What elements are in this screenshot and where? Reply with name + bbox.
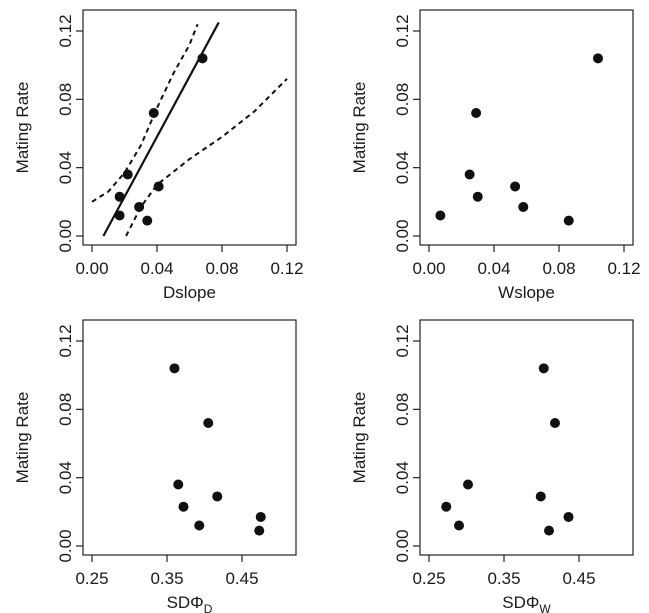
x-tick-label: 0.12 (270, 259, 303, 278)
data-point (463, 479, 473, 490)
y-tick-label: 0.04 (56, 461, 75, 494)
data-point (114, 210, 125, 221)
data-point (148, 108, 159, 118)
data-point (122, 169, 133, 180)
y-tick-label: 0.12 (56, 324, 75, 357)
data-point (197, 53, 208, 64)
x-axis-label-main: Wslope (498, 283, 555, 302)
x-axis-label-main: SDΦ (167, 593, 204, 612)
data-point (435, 210, 446, 221)
data-point (194, 520, 205, 531)
y-tick-label: 0.04 (56, 151, 75, 184)
x-axis-label: SDΦD (167, 593, 213, 613)
x-tick-label: 0.35 (150, 569, 183, 588)
data-point (153, 181, 164, 192)
x-axis-label-main: SDΦ (502, 593, 539, 612)
y-tick-label: 0.12 (56, 14, 75, 47)
fit-group (91, 21, 288, 237)
x-tick-label: 0.25 (75, 569, 108, 588)
y-tick-label: 0.00 (56, 529, 75, 562)
confidence-band-upper (91, 23, 199, 203)
x-axis-label-subscript: W (539, 602, 551, 613)
data-point (535, 491, 546, 502)
data-point (518, 201, 529, 212)
data-point (142, 215, 153, 226)
x-axis-label: Wslope (498, 283, 555, 302)
y-tick-label: 0.04 (393, 151, 412, 184)
data-point (471, 108, 482, 118)
data-point (203, 418, 214, 428)
panel-4: 0.00 0.04 0.08 0.12 0.25 0.35 0.45 Mating Rate S… (350, 319, 634, 613)
data-point (464, 169, 475, 180)
x-tick-label: 0.25 (412, 569, 445, 588)
x-tick-label: 0.45 (562, 569, 595, 588)
panel-3: 0.00 0.04 0.08 0.12 0.25 0.35 0.45 Mating Rate S… (13, 319, 297, 613)
panel-1: 0.00 0.04 0.08 0.12 0.00 0.04 0.08 0.12 Mating R… (13, 9, 304, 302)
y-tick-label: 0.08 (56, 83, 75, 116)
data-point (212, 491, 223, 502)
data-point (538, 363, 549, 374)
data-point (544, 525, 554, 536)
x-axis-label-main: Dslope (163, 283, 216, 302)
x-tick-label: 0.08 (542, 259, 575, 278)
data-point (173, 479, 184, 490)
x-axis-label: Dslope (163, 283, 216, 302)
data-point (255, 511, 266, 522)
data-point (454, 520, 464, 531)
y-axis-label: Mating Rate (350, 392, 369, 484)
data-point (550, 418, 560, 428)
panel-2: 0.00 0.04 0.08 0.12 0.00 0.04 0.08 0.12 Mating R… (350, 9, 641, 302)
data-point (114, 191, 125, 202)
plot-frame (82, 319, 297, 556)
data-point (254, 525, 265, 536)
data-point (563, 215, 574, 226)
data-point (510, 181, 521, 192)
y-tick-label: 0.08 (393, 393, 412, 426)
data-point (134, 201, 145, 212)
x-tick-label: 0.35 (487, 569, 520, 588)
x-axis-label-subscript: D (204, 602, 213, 613)
x-tick-label: 0.00 (412, 259, 445, 278)
plot-frame (419, 319, 634, 556)
plot-frame (419, 9, 634, 246)
y-axis-label: Mating Rate (13, 82, 32, 174)
y-axis-label: Mating Rate (350, 82, 369, 174)
x-tick-label: 0.08 (205, 259, 238, 278)
data-point (563, 511, 574, 522)
y-tick-label: 0.08 (56, 393, 75, 426)
y-tick-label: 0.00 (393, 219, 412, 252)
x-tick-label: 0.12 (607, 259, 640, 278)
confidence-band-lower (125, 78, 288, 237)
data-point (441, 501, 452, 512)
y-tick-label: 0.12 (393, 14, 412, 47)
data-point (169, 363, 180, 374)
y-tick-label: 0.08 (393, 83, 412, 116)
x-tick-label: 0.45 (225, 569, 258, 588)
data-point (593, 53, 603, 64)
data-point (178, 501, 189, 512)
x-tick-label: 0.04 (140, 259, 173, 278)
y-axis-label: Mating Rate (13, 392, 32, 484)
data-point (472, 191, 483, 202)
x-axis-label: SDΦW (502, 593, 551, 613)
y-tick-label: 0.00 (393, 529, 412, 562)
x-tick-label: 0.00 (75, 259, 108, 278)
plot-frame (82, 9, 297, 246)
y-tick-label: 0.00 (56, 219, 75, 252)
x-tick-label: 0.04 (477, 259, 510, 278)
y-tick-label: 0.04 (393, 461, 412, 494)
y-tick-label: 0.12 (393, 324, 412, 357)
